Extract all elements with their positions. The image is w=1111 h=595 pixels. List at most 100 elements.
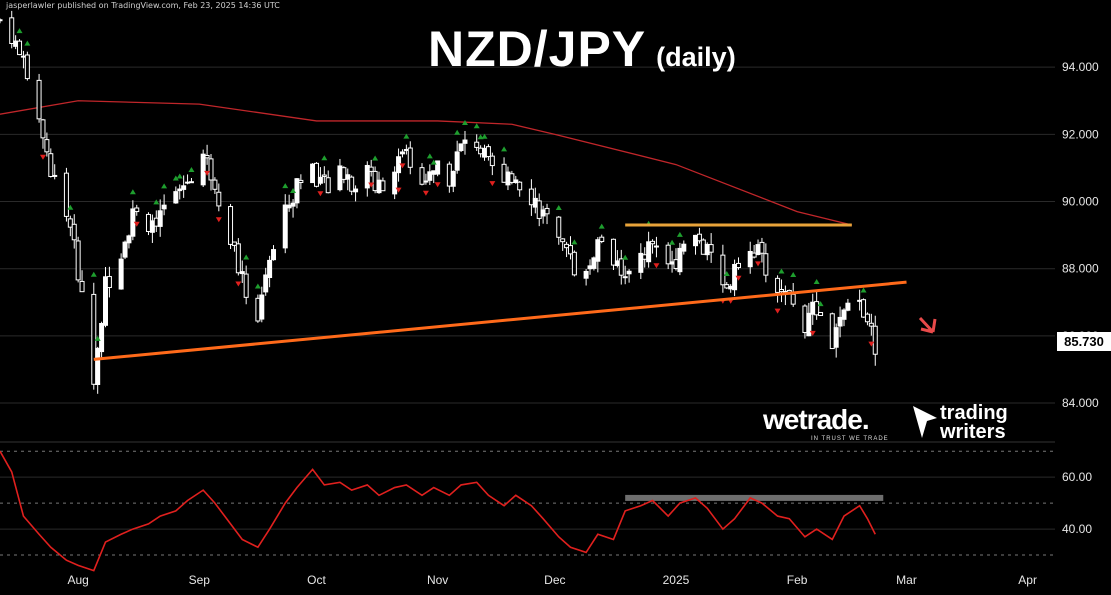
candle-body <box>540 209 546 217</box>
candle-body <box>368 166 374 172</box>
candle-body <box>52 174 58 177</box>
candle-body <box>868 322 874 327</box>
candle <box>419 163 425 186</box>
candle-body <box>489 155 495 167</box>
candle <box>376 171 382 194</box>
trading-writers-wordmark: trading writers <box>940 402 1008 443</box>
candle-body <box>720 254 726 286</box>
candle <box>446 161 452 193</box>
candle-body <box>325 177 331 194</box>
candle-body <box>567 245 573 255</box>
candle-body <box>790 293 796 305</box>
candle-body <box>208 158 214 181</box>
down-arrow-marker <box>434 182 441 188</box>
candle-body <box>513 179 519 183</box>
candle <box>583 269 589 286</box>
x-tick-label: Dec <box>544 573 565 587</box>
candle-body <box>427 171 433 181</box>
candle <box>118 253 124 290</box>
candle <box>99 321 105 360</box>
candle-body <box>560 238 566 243</box>
down-arrow-marker <box>368 182 375 188</box>
candle <box>532 187 538 214</box>
candle-body <box>818 311 824 316</box>
candle <box>669 250 675 273</box>
candle <box>517 181 523 197</box>
candle <box>708 233 714 263</box>
candle <box>310 163 316 184</box>
trendline-line <box>93 280 907 361</box>
candle-body <box>239 271 245 275</box>
candle-body <box>544 207 550 215</box>
candle <box>528 179 534 216</box>
candle <box>200 149 206 187</box>
candle-body <box>200 153 206 186</box>
down-arrow-marker <box>317 191 324 197</box>
x-tick-label: Sep <box>189 573 211 587</box>
up-arrow-marker <box>67 204 74 210</box>
candle-body <box>833 327 839 348</box>
candle <box>458 143 464 153</box>
candle-body <box>63 172 69 217</box>
candle <box>560 238 566 251</box>
candle-body <box>626 270 632 275</box>
candle <box>126 234 132 249</box>
candle-body <box>708 244 714 253</box>
candle <box>556 216 562 245</box>
candle <box>145 212 151 236</box>
candle-body <box>294 178 300 204</box>
candle <box>208 153 214 191</box>
candle-body <box>724 284 730 289</box>
candle-body <box>732 263 738 291</box>
candle <box>228 203 234 249</box>
candle <box>290 199 296 218</box>
candle <box>571 250 577 277</box>
candle-body <box>419 167 425 185</box>
candle <box>403 144 409 155</box>
x-tick-label: Mar <box>896 573 917 587</box>
candle <box>818 311 824 316</box>
candle-body <box>161 204 167 210</box>
up-arrow-marker <box>813 278 820 284</box>
candle-body <box>145 213 151 232</box>
candle <box>618 249 624 285</box>
candle <box>36 73 42 123</box>
candle-body <box>681 243 687 252</box>
candle-body <box>704 243 710 256</box>
down-arrow-annotation <box>918 316 937 334</box>
up-arrow-marker <box>129 189 136 195</box>
up-arrow-marker <box>817 301 824 307</box>
candle-body <box>728 285 734 290</box>
candle-body <box>845 302 851 311</box>
candle-body <box>814 301 820 316</box>
candle-body <box>231 241 237 246</box>
candle-body <box>337 165 343 191</box>
candle-body <box>341 167 347 180</box>
candle <box>216 183 222 212</box>
candle <box>665 242 671 270</box>
candle-body <box>810 301 816 315</box>
candle <box>79 270 85 293</box>
up-arrow-marker <box>321 155 328 161</box>
up-arrow-marker <box>778 268 785 274</box>
candle <box>282 194 288 254</box>
down-arrow-marker <box>489 181 496 187</box>
publisher-line: jasperlawler published on TradingView.co… <box>6 1 280 10</box>
candle <box>454 140 460 174</box>
candle-body <box>204 154 210 159</box>
candle <box>368 159 374 177</box>
candle <box>325 170 331 194</box>
candle-body <box>75 240 81 281</box>
candle-body <box>505 171 511 186</box>
candle-body <box>396 156 402 174</box>
candle <box>103 267 108 328</box>
candle <box>67 215 73 237</box>
down-arrow-marker <box>735 275 742 281</box>
candle-body <box>79 280 85 293</box>
candle <box>345 168 351 191</box>
candle-body <box>173 191 179 204</box>
up-arrow-marker <box>94 335 101 341</box>
up-arrow-marker <box>622 254 629 260</box>
candle <box>732 259 738 297</box>
